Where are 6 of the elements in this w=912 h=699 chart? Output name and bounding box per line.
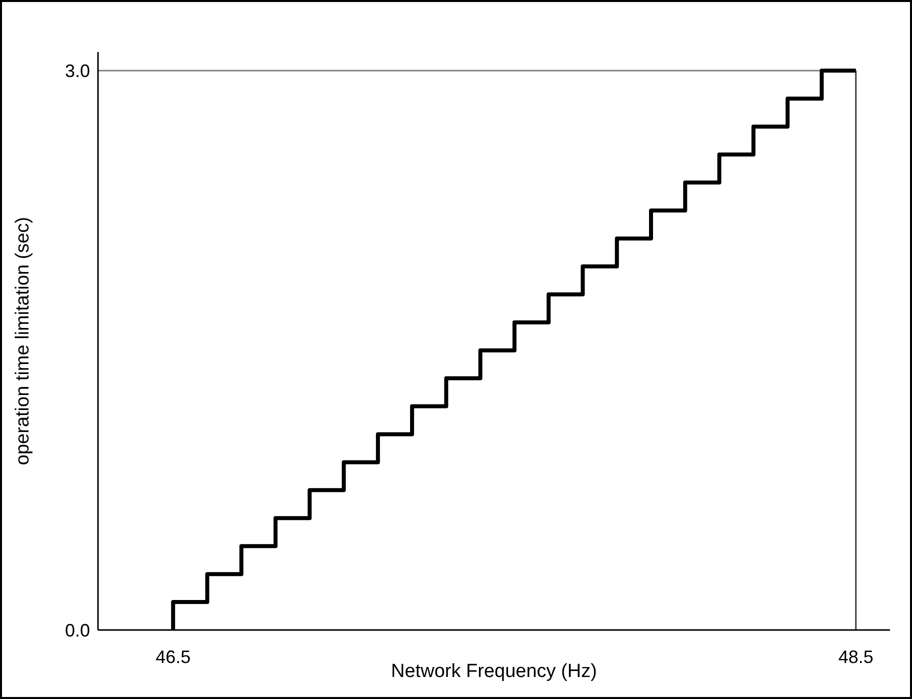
x-tick-label: 46.5	[156, 646, 191, 667]
x-tick-label: 48.5	[838, 646, 874, 667]
y-axis-title: operation time limitation (sec)	[12, 216, 34, 466]
x-axis-title: Network Frequency (Hz)	[391, 661, 597, 682]
y-tick-label: 0.0	[64, 620, 90, 640]
y-tick-label: 3.0	[64, 61, 90, 82]
